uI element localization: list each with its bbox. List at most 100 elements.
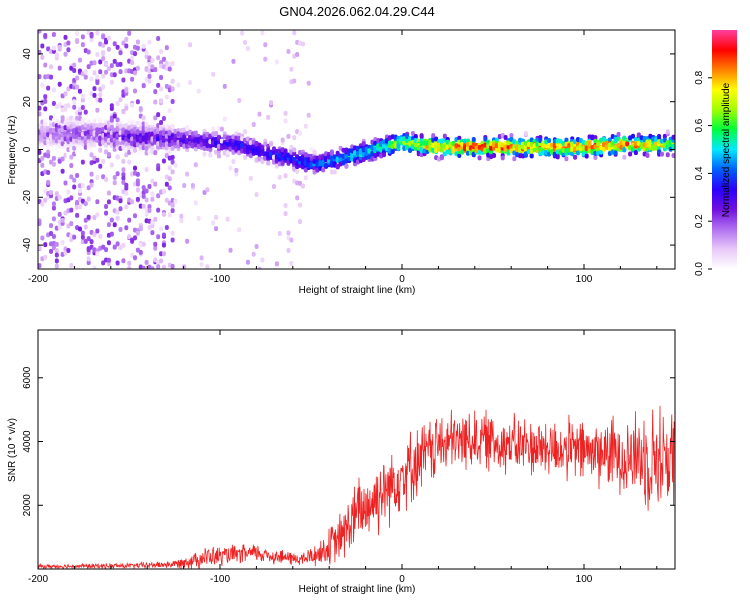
heatmap-cell bbox=[512, 156, 517, 162]
heatmap-cell bbox=[167, 149, 172, 155]
heatmap-noise-cell bbox=[132, 213, 137, 219]
heatmap-noise-cell bbox=[89, 239, 94, 245]
x-tick-label: -200 bbox=[28, 574, 48, 585]
heatmap-noise-cell bbox=[153, 216, 158, 222]
heatmap-cell bbox=[89, 148, 94, 154]
snr-y-axis-label: SNR (10 * v/v) bbox=[7, 418, 18, 482]
heatmap-noise-cell bbox=[43, 94, 48, 100]
heatmap-cell bbox=[101, 114, 106, 120]
heatmap-noise-cell bbox=[161, 232, 166, 238]
heatmap-noise-cell bbox=[193, 200, 198, 206]
heatmap-cell bbox=[489, 149, 494, 155]
heatmap-cell bbox=[596, 141, 601, 147]
heatmap-noise-cell bbox=[63, 51, 68, 57]
heatmap-noise-cell bbox=[127, 234, 132, 240]
heatmap-cell bbox=[471, 137, 476, 143]
heatmap-noise-cell bbox=[248, 175, 253, 181]
heatmap-noise-cell bbox=[66, 86, 71, 92]
heatmap-noise-cell bbox=[144, 66, 149, 72]
heatmap-noise-cell bbox=[69, 263, 74, 269]
heatmap-noise-cell bbox=[63, 180, 68, 186]
heatmap-noise-cell bbox=[153, 150, 158, 156]
heatmap-noise-cell bbox=[254, 243, 259, 249]
heatmap-noise-cell bbox=[289, 66, 294, 72]
heatmap-cell bbox=[147, 115, 152, 121]
heatmap-noise-cell bbox=[190, 182, 195, 188]
heatmap-noise-cell bbox=[222, 83, 227, 89]
heatmap-noise-cell bbox=[263, 56, 268, 62]
heatmap-cell bbox=[49, 146, 54, 152]
heatmap-cell bbox=[573, 154, 578, 160]
heatmap-noise-cell bbox=[138, 106, 143, 112]
heatmap-noise-cell bbox=[106, 240, 111, 246]
heatmap-noise-cell bbox=[89, 37, 94, 43]
heatmap-noise-cell bbox=[132, 88, 137, 94]
heatmap-noise-cell bbox=[46, 153, 51, 159]
heatmap-cell bbox=[43, 121, 48, 127]
heatmap-noise-cell bbox=[237, 98, 242, 104]
heatmap-noise-cell bbox=[161, 158, 166, 164]
heatmap-cell bbox=[500, 155, 505, 161]
heatmap-noise-cell bbox=[118, 226, 123, 232]
heatmap-noise-cell bbox=[150, 219, 155, 225]
heatmap-noise-cell bbox=[234, 171, 239, 177]
heatmap-noise-cell bbox=[101, 51, 106, 57]
heatmap-noise-cell bbox=[257, 266, 262, 269]
heatmap-noise-cell bbox=[121, 109, 126, 115]
heatmap-cell bbox=[628, 151, 633, 157]
heatmap-noise-cell bbox=[115, 260, 120, 266]
heatmap-cell bbox=[260, 159, 265, 165]
heatmap-cell bbox=[616, 131, 621, 137]
heatmap-noise-cell bbox=[306, 112, 311, 118]
heatmap-noise-cell bbox=[205, 264, 210, 269]
heatmap-noise-cell bbox=[147, 39, 152, 45]
x-tick-label: 0 bbox=[399, 574, 405, 585]
heatmap-noise-cell bbox=[132, 51, 137, 57]
heatmap-cell bbox=[492, 152, 497, 158]
heatmap-noise-cell bbox=[86, 247, 91, 253]
heatmap-noise-cell bbox=[38, 263, 42, 269]
heatmap-noise-cell bbox=[109, 79, 114, 85]
heatmap-noise-cell bbox=[167, 176, 172, 182]
heatmap-noise-cell bbox=[170, 78, 175, 84]
heatmap-noise-cell bbox=[121, 258, 126, 264]
heatmap-cell bbox=[95, 115, 100, 121]
heatmap-noise-cell bbox=[243, 40, 248, 46]
heatmap-noise-cell bbox=[132, 165, 137, 171]
heatmap-noise-cell bbox=[115, 154, 120, 160]
heatmap-noise-cell bbox=[83, 201, 88, 207]
heatmap-noise-cell bbox=[118, 206, 123, 212]
heatmap-cell bbox=[631, 133, 636, 139]
heatmap-noise-cell bbox=[92, 92, 97, 98]
heatmap-noise-cell bbox=[69, 207, 74, 213]
heatmap-cell bbox=[410, 131, 415, 137]
heatmap-cell bbox=[63, 143, 68, 149]
heatmap-noise-cell bbox=[43, 33, 48, 39]
heatmap-noise-cell bbox=[60, 168, 65, 174]
heatmap-cell bbox=[329, 169, 334, 175]
heatmap-noise-cell bbox=[173, 198, 178, 204]
heatmap-cell bbox=[269, 141, 274, 147]
heatmap-noise-cell bbox=[298, 180, 303, 186]
heatmap-noise-cell bbox=[234, 167, 239, 173]
heatmap-cell bbox=[419, 133, 424, 139]
heatmap-noise-cell bbox=[57, 211, 62, 217]
heatmap-noise-cell bbox=[179, 213, 184, 219]
heatmap-noise-cell bbox=[46, 170, 51, 176]
heatmap-noise-cell bbox=[54, 248, 59, 254]
heatmap-noise-cell bbox=[75, 173, 80, 179]
heatmap-noise-cell bbox=[167, 185, 172, 191]
heatmap-noise-cell bbox=[245, 259, 250, 265]
heatmap-cell bbox=[442, 133, 447, 139]
heatmap-noise-cell bbox=[51, 216, 56, 222]
heatmap-noise-cell bbox=[216, 153, 221, 159]
y-tick-label: -20 bbox=[22, 190, 33, 205]
heatmap-noise-cell bbox=[54, 252, 59, 258]
heatmap-noise-cell bbox=[153, 67, 158, 73]
heatmap-cell bbox=[633, 150, 638, 156]
heatmap-noise-cell bbox=[38, 221, 42, 227]
heatmap-noise-cell bbox=[298, 219, 303, 225]
heatmap-cell bbox=[593, 135, 598, 141]
heatmap-noise-cell bbox=[72, 68, 77, 74]
heatmap-noise-cell bbox=[51, 161, 56, 167]
